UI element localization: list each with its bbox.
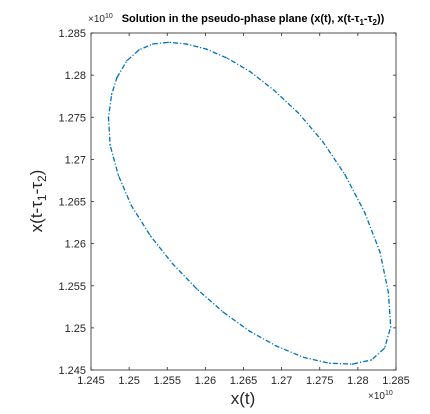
y-tick-label: 1.245 bbox=[58, 365, 86, 377]
data-point bbox=[303, 356, 305, 359]
x-tick-label: 1.28 bbox=[347, 375, 368, 387]
data-point bbox=[171, 263, 174, 265]
x-tick-label: 1.245 bbox=[77, 375, 105, 387]
plot-area bbox=[90, 32, 397, 371]
x-tick-label: 1.255 bbox=[153, 375, 181, 387]
title-tau-2: τ bbox=[368, 13, 373, 25]
data-point bbox=[149, 235, 152, 237]
x-exponent-base: ×10 bbox=[368, 391, 385, 402]
ylabel-sub-1: 1 bbox=[35, 194, 49, 201]
data-point bbox=[329, 362, 331, 364]
data-point bbox=[205, 48, 207, 50]
data-point bbox=[351, 363, 354, 365]
data-point bbox=[370, 359, 373, 361]
ylabel-tau-1: τ bbox=[27, 201, 46, 208]
x-tick-label: 1.25 bbox=[118, 375, 139, 387]
y-axis-label: x(t-τ1-τ2) bbox=[27, 170, 49, 233]
ylabel-main: x(t- bbox=[27, 208, 46, 233]
x-tick-label: 1.26 bbox=[195, 375, 216, 387]
data-point bbox=[196, 288, 198, 290]
title-sub-2: 2 bbox=[373, 18, 378, 27]
data-point bbox=[107, 116, 110, 119]
phase-curve bbox=[107, 41, 392, 365]
chart-title: Solution in the pseudo-phase plane (x(t)… bbox=[122, 13, 385, 27]
data-point bbox=[152, 43, 154, 45]
data-point bbox=[130, 205, 133, 207]
x-tick-label: 1.27 bbox=[271, 375, 292, 387]
x-tick-label: 1.265 bbox=[230, 375, 258, 387]
y-tick-label: 1.26 bbox=[65, 239, 86, 251]
data-point bbox=[387, 291, 390, 294]
data-point bbox=[344, 173, 346, 176]
x-axis-label: x(t) bbox=[231, 389, 256, 408]
y-tick-label: 1.275 bbox=[58, 112, 86, 124]
ylabel-tau-2: τ bbox=[27, 182, 46, 189]
ylabel-mid: - bbox=[27, 189, 46, 195]
y-tick-label: 1.28 bbox=[65, 70, 86, 82]
data-point bbox=[117, 174, 120, 177]
title-sub-1: 1 bbox=[359, 18, 364, 27]
data-point bbox=[379, 251, 381, 253]
y-tick-label: 1.27 bbox=[65, 154, 86, 166]
y-exponent-label: ×1010 bbox=[88, 13, 113, 25]
data-point bbox=[126, 60, 128, 62]
data-point bbox=[249, 71, 252, 73]
x-axis-ticks: 1.245 1.25 1.255 1.26 1.265 1.27 1.275 1.28 1.28… bbox=[77, 33, 410, 387]
x-tick-label: 1.285 bbox=[382, 375, 410, 387]
data-point bbox=[185, 43, 187, 45]
data-point bbox=[116, 77, 118, 79]
data-point bbox=[276, 345, 278, 348]
ylabel-end: ) bbox=[27, 170, 46, 176]
x-exponent-label: ×1010 bbox=[368, 390, 393, 402]
x-exponent-power: 10 bbox=[385, 390, 393, 397]
data-point bbox=[226, 57, 229, 59]
data-point bbox=[322, 141, 324, 143]
y-tick-label: 1.265 bbox=[58, 197, 86, 209]
data-point bbox=[297, 112, 300, 114]
y-tick-label: 1.255 bbox=[58, 281, 86, 293]
data-point bbox=[364, 211, 366, 214]
data-point bbox=[248, 330, 251, 332]
title-end: )) bbox=[377, 13, 385, 25]
data-series bbox=[107, 41, 392, 365]
x-tick-label: 1.275 bbox=[306, 375, 334, 387]
y-exponent-base: ×10 bbox=[88, 14, 105, 25]
data-point bbox=[273, 89, 275, 92]
ylabel-sub-2: 2 bbox=[35, 175, 49, 182]
data-point bbox=[390, 326, 392, 328]
y-tick-label: 1.285 bbox=[58, 28, 86, 40]
y-exponent-power: 10 bbox=[105, 13, 113, 20]
data-point bbox=[109, 144, 111, 146]
y-axis-ticks: 1.245 1.25 1.255 1.26 1.265 1.27 1.275 1.28 1.28… bbox=[58, 28, 396, 377]
data-point bbox=[383, 347, 386, 349]
y-tick-label: 1.25 bbox=[65, 323, 86, 335]
data-point bbox=[138, 49, 140, 51]
title-mid: - bbox=[364, 13, 368, 25]
data-point bbox=[168, 41, 170, 43]
title-main: Solution in the pseudo-phase plane (x(t)… bbox=[122, 13, 355, 25]
data-point bbox=[222, 311, 224, 313]
data-point bbox=[110, 93, 113, 96]
title-tau-1: τ bbox=[355, 13, 360, 25]
